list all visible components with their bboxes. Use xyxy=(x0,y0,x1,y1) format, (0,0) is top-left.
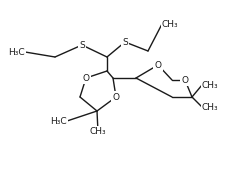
Text: S: S xyxy=(122,37,128,47)
Text: O: O xyxy=(83,74,90,83)
Text: H₃C: H₃C xyxy=(50,117,67,125)
Text: O: O xyxy=(182,76,189,84)
Text: CH₃: CH₃ xyxy=(202,81,219,90)
Text: O: O xyxy=(112,93,119,101)
Text: CH₃: CH₃ xyxy=(90,127,106,137)
Text: S: S xyxy=(79,40,85,50)
Text: H₃C: H₃C xyxy=(8,47,25,57)
Text: CH₃: CH₃ xyxy=(202,103,219,112)
Text: O: O xyxy=(155,61,162,69)
Text: CH₃: CH₃ xyxy=(162,20,179,28)
